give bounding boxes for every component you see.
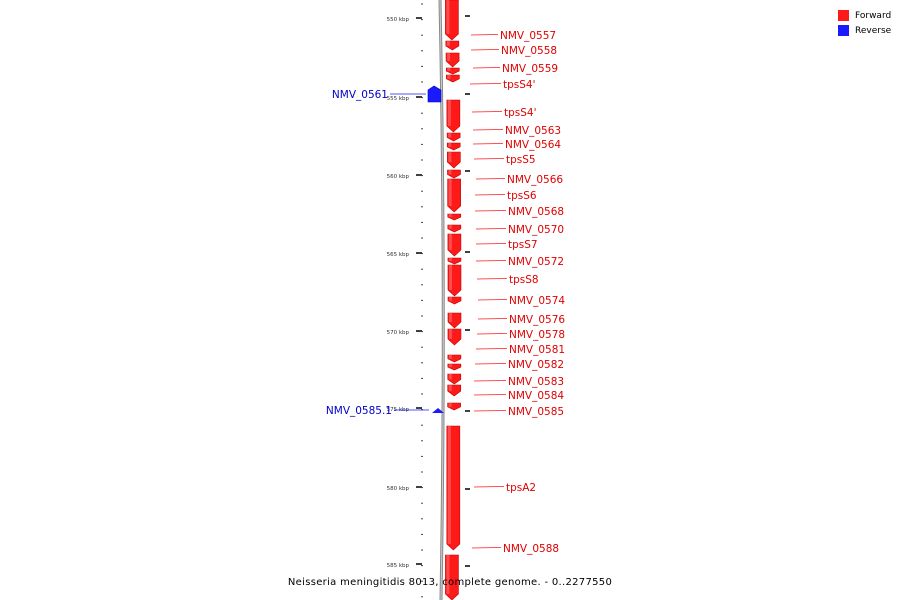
forward-gene-label: tpsS6 [507, 190, 537, 202]
reverse-gene-arrow [432, 408, 444, 413]
gene-highlight [447, 53, 451, 61]
forward-gene-label: NMV_0568 [508, 206, 564, 218]
forward-gene-label: NMV_0572 [508, 256, 564, 268]
forward-gene-label: NMV_0558 [501, 45, 557, 57]
gene-highlight [449, 297, 452, 301]
legend-forward: Forward [838, 8, 891, 23]
gene-highlight [448, 364, 452, 367]
forward-swatch [838, 10, 849, 21]
forward-gene-label: NMV_0566 [507, 174, 563, 186]
label-leader [476, 278, 508, 280]
forward-gene-label: NMV_0563 [505, 125, 561, 137]
label-leader [473, 158, 505, 160]
label-leader [471, 111, 503, 113]
gene-highlight [448, 214, 452, 217]
tick-label: 555 kbp [387, 96, 410, 102]
label-leader [474, 194, 506, 196]
gene-highlight [448, 225, 452, 229]
gene-highlight [446, 41, 450, 46]
label-leader [473, 380, 507, 382]
legend-reverse: Reverse [838, 23, 891, 38]
label-leader [475, 228, 507, 230]
tick-label: 570 kbp [387, 330, 410, 336]
reverse-swatch [838, 25, 849, 36]
forward-gene-label: tpsS8 [509, 274, 539, 286]
gene-highlight [446, 555, 450, 594]
label-leader [475, 178, 506, 180]
legend-reverse-label: Reverse [855, 25, 892, 36]
reverse-gene-label: NMV_0561 [332, 89, 388, 101]
forward-gene-label: NMV_0557 [500, 30, 556, 42]
forward-gene-label: NMV_0584 [508, 390, 564, 402]
gene-highlight [448, 265, 452, 290]
label-leader [472, 143, 504, 145]
genome-caption: Neisseria meningitidis 8013, complete ge… [287, 577, 613, 588]
gene-highlight [448, 143, 452, 147]
gene-highlight [447, 426, 451, 544]
reverse-gene-label: NMV_0585.1 [326, 405, 392, 417]
label-leader [472, 129, 504, 131]
gene-highlight [448, 313, 452, 322]
label-leader [470, 49, 500, 51]
gene-highlight [447, 75, 451, 79]
gene-highlight [448, 133, 452, 138]
forward-gene-label: tpsS7 [508, 239, 538, 251]
gene-highlight [448, 258, 452, 261]
forward-gene-label: NMV_0570 [508, 224, 564, 236]
gene-highlight [447, 68, 451, 71]
forward-gene-label: tpsA2 [506, 482, 536, 494]
label-leader [475, 348, 508, 350]
gene-highlight [448, 403, 452, 407]
label-leader [474, 363, 507, 365]
gene-highlight [448, 179, 452, 206]
forward-gene-label: NMV_0559 [502, 63, 558, 75]
gene-highlight [448, 374, 452, 380]
forward-gene-label: NMV_0585 [508, 406, 564, 418]
forward-gene-label: NMV_0581 [509, 344, 565, 356]
gene-highlight [448, 355, 452, 359]
forward-gene-label: NMV_0582 [508, 359, 564, 371]
label-leader [474, 210, 507, 212]
forward-gene-label: tpsS5 [506, 154, 536, 166]
tick-label: 560 kbp [387, 174, 410, 180]
label-leader [469, 83, 502, 85]
gene-highlight [448, 329, 452, 339]
tick-label: 550 kbp [387, 17, 410, 23]
forward-gene-label: tpsS4' [503, 79, 535, 91]
forward-gene-label: tpsS4' [504, 107, 536, 119]
gene-highlight [447, 100, 451, 126]
gene-highlight [446, 0, 450, 34]
gene-highlight [448, 234, 452, 250]
legend-forward-label: Forward [855, 10, 892, 21]
label-leader [475, 243, 507, 245]
forward-gene-label: NMV_0578 [509, 329, 565, 341]
label-leader [476, 333, 508, 335]
label-leader [473, 410, 507, 412]
tick-label: 580 kbp [387, 486, 410, 492]
label-leader [477, 299, 508, 301]
label-leader [473, 394, 507, 396]
forward-gene-label: NMV_0564 [505, 139, 561, 151]
forward-gene-label: NMV_0588 [503, 543, 559, 555]
gene-highlight [448, 152, 452, 162]
gene-highlight [448, 385, 452, 392]
label-leader [472, 67, 501, 69]
forward-gene-label: NMV_0576 [509, 314, 565, 326]
reverse-gene-arrow [427, 85, 442, 103]
tick-label: 565 kbp [387, 252, 410, 258]
gene-highlight [448, 170, 452, 175]
legend: Forward Reverse [838, 8, 891, 38]
label-leader [471, 547, 502, 549]
label-leader [470, 34, 499, 36]
label-leader [475, 260, 507, 262]
forward-gene-label: NMV_0574 [509, 295, 565, 307]
tick-label: 585 kbp [387, 563, 410, 569]
forward-gene-label: NMV_0583 [508, 376, 564, 388]
label-leader [477, 318, 508, 320]
label-leader [473, 486, 505, 488]
